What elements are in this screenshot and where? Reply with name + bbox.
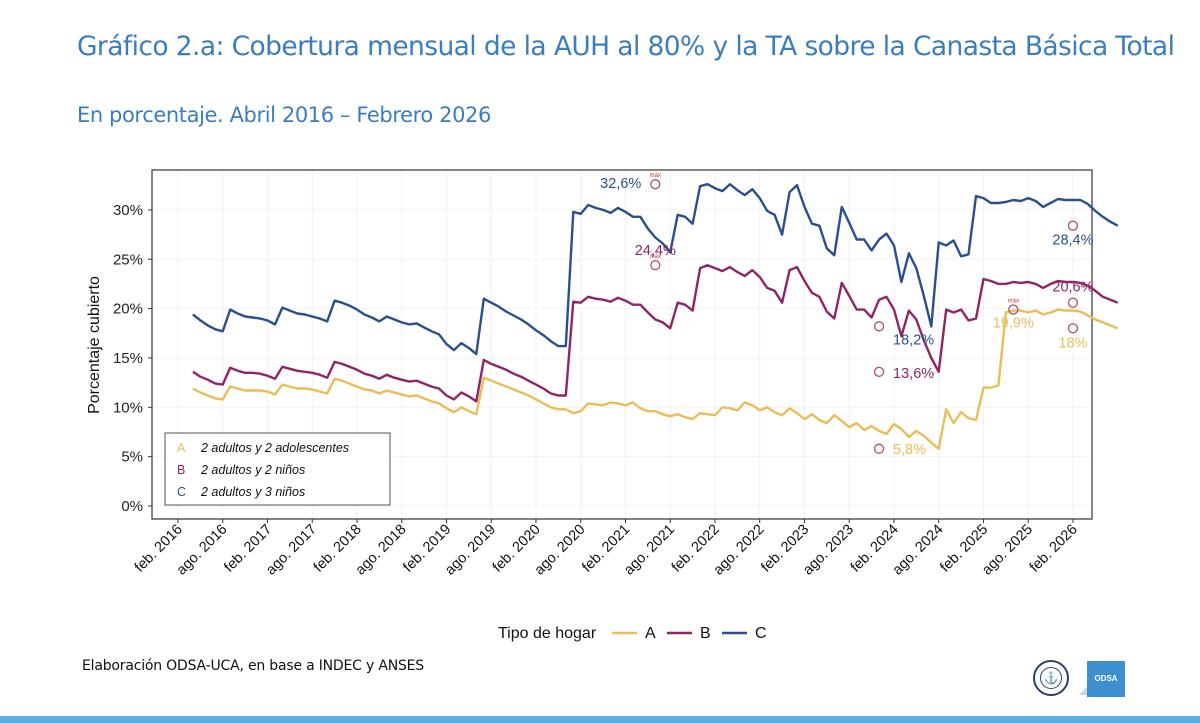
anchor-icon: ⚓ bbox=[1040, 667, 1062, 689]
legend-title: Tipo de hogar bbox=[498, 625, 597, 642]
odsa-logo: ODSA bbox=[1079, 661, 1125, 697]
annotation-marker-c-last bbox=[1067, 220, 1079, 231]
chart-title: Gráfico 2.a: Cobertura mensual de la AUH… bbox=[77, 31, 1175, 62]
max-tag: máx bbox=[650, 173, 661, 179]
series-line-a bbox=[192, 308, 1119, 450]
inner-legend-label-c: 2 adultos y 3 niños bbox=[200, 485, 305, 499]
source-note: Elaboración ODSA-UCA, en base a INDEC y … bbox=[82, 658, 424, 674]
legend-label-c: C bbox=[755, 625, 767, 642]
inner-legend-label-a: 2 adultos y 2 adolescentes bbox=[200, 441, 349, 455]
series-line-c bbox=[192, 182, 1119, 356]
annotation-marker-a-max bbox=[1008, 304, 1019, 315]
annotation-marker-b-max bbox=[650, 259, 661, 271]
inner-legend-key-c: C bbox=[177, 485, 186, 499]
y-tick-label: 15% bbox=[113, 350, 143, 367]
data-label-b-max: 24,4% bbox=[635, 243, 676, 259]
y-tick-label: 0% bbox=[121, 498, 143, 515]
annotation-marker-c-min bbox=[873, 321, 885, 332]
inner-legend-box bbox=[164, 432, 391, 506]
data-label-c-min: 18,2% bbox=[893, 332, 934, 348]
y-axis-label: Porcentaje cubierto bbox=[86, 276, 103, 414]
legend-label-b: B bbox=[700, 625, 711, 642]
data-label-b-last: 20,6% bbox=[1052, 280, 1093, 296]
plot-frame bbox=[151, 169, 1093, 520]
annotation-marker-b-min bbox=[873, 366, 885, 377]
data-label-a-last: 18% bbox=[1058, 335, 1087, 351]
uca-seal-logo: ⚓ bbox=[1033, 660, 1069, 696]
x-tick-label: feb. 2026 bbox=[1027, 522, 1081, 576]
series-line-b bbox=[192, 264, 1119, 403]
annotation-marker-b-last bbox=[1067, 297, 1079, 308]
y-tick-label: 25% bbox=[113, 251, 143, 268]
annotation-marker-c-max bbox=[650, 179, 661, 190]
bottom-accent-bar bbox=[0, 716, 1200, 723]
max-tag: máx bbox=[1008, 299, 1019, 305]
inner-legend-key-b: B bbox=[177, 463, 185, 477]
y-tick-label: 5% bbox=[121, 449, 143, 466]
annotation-marker-a-min bbox=[873, 443, 885, 454]
y-tick-label: 10% bbox=[113, 399, 143, 416]
y-tick-label: 20% bbox=[113, 301, 143, 318]
data-label-c-max: 32,6% bbox=[600, 176, 641, 192]
data-label-a-min: 5,8% bbox=[893, 442, 926, 458]
data-label-b-min: 13,6% bbox=[893, 366, 934, 382]
y-tick-label: 30% bbox=[113, 202, 143, 219]
data-label-a-max: 19,9% bbox=[993, 316, 1034, 332]
max-tag: máx bbox=[650, 254, 661, 260]
chart-subtitle: En porcentaje. Abril 2016 – Febrero 2026 bbox=[77, 103, 491, 127]
data-label-c-last: 28,4% bbox=[1052, 233, 1093, 249]
legend-label-a: A bbox=[645, 625, 656, 642]
inner-legend-key-a: A bbox=[177, 441, 186, 455]
annotation-marker-a-last bbox=[1067, 323, 1079, 334]
inner-legend-label-b: 2 adultos y 2 niños bbox=[200, 463, 305, 477]
